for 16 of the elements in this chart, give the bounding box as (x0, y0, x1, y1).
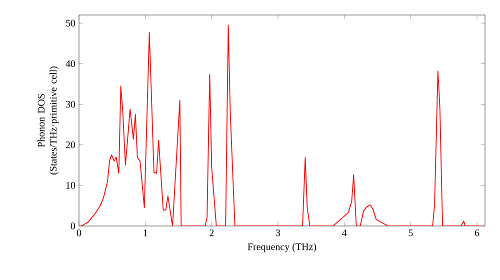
y-tick-label: 20 (66, 141, 76, 148)
x-tick-label: 1 (144, 230, 148, 236)
y-tick-label: 40 (66, 60, 76, 68)
line-series (79, 24, 482, 226)
x-tick-label: 6 (474, 230, 480, 236)
x-tick-label: 4 (342, 230, 347, 236)
y-tick-label: 50 (66, 20, 76, 26)
x-tick-label: 5 (408, 230, 413, 236)
x-axis-title: Frequency (THz) (248, 243, 316, 252)
y-tick-label: 30 (66, 100, 76, 108)
x-tick-label: 3 (276, 230, 280, 236)
y-tick-label: 10 (66, 182, 76, 189)
x-tick-label: 0 (76, 230, 82, 236)
y-tick-label: 0 (70, 222, 76, 230)
y-axis-title: Phonon DOS (States/THz·primitive cell) (38, 66, 59, 174)
x-tick-label: 2 (210, 230, 214, 236)
